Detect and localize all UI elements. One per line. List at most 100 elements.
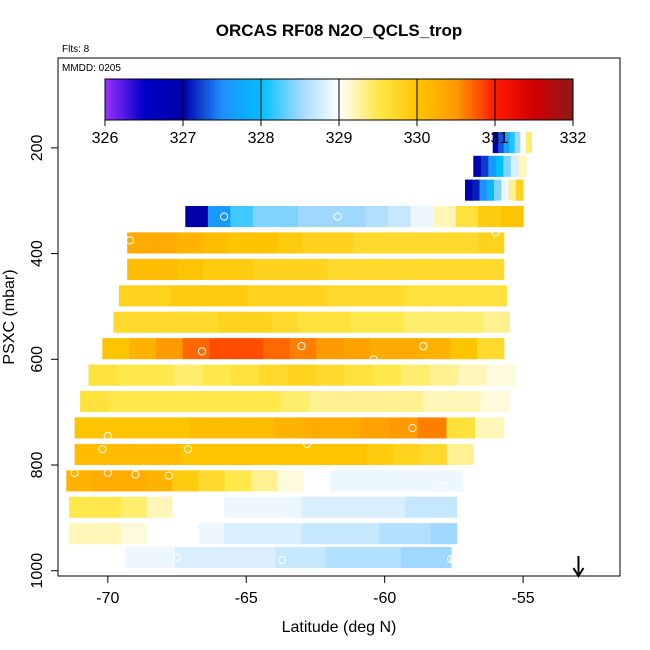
colorbar-segment bbox=[377, 79, 380, 120]
colorbar-segment bbox=[537, 79, 540, 120]
colorbar-segment bbox=[421, 79, 424, 120]
colorbar-segment bbox=[569, 79, 572, 120]
heatmap-cell bbox=[372, 364, 402, 386]
heatmap-cell bbox=[223, 391, 253, 413]
colorbar-segment bbox=[357, 79, 360, 120]
heatmap-cell bbox=[417, 417, 448, 439]
colorbar-segment bbox=[563, 79, 566, 120]
x-axis-label: Latitude (deg N) bbox=[282, 619, 397, 636]
colorbar-segment bbox=[143, 79, 146, 120]
heatmap-cell bbox=[154, 443, 182, 465]
colorbar-segment bbox=[175, 79, 178, 120]
colorbar-segment bbox=[513, 79, 516, 120]
colorbar-segment bbox=[145, 79, 148, 120]
colorbar-segment bbox=[123, 79, 126, 120]
heatmap-cell bbox=[222, 285, 249, 307]
colorbar-segment bbox=[545, 79, 548, 120]
colorbar-segment bbox=[413, 79, 416, 120]
colorbar-segment bbox=[197, 79, 200, 120]
sample-point bbox=[419, 342, 428, 351]
colorbar-segment bbox=[393, 79, 396, 120]
colorbar-segment bbox=[427, 79, 430, 120]
colorbar-segment bbox=[137, 79, 140, 120]
heatmap-cell bbox=[127, 258, 153, 280]
colorbar-segment bbox=[161, 79, 164, 120]
colorbar-segment bbox=[301, 79, 304, 120]
sample-point bbox=[197, 347, 207, 356]
colorbar-segment bbox=[521, 79, 524, 120]
heatmap-cell bbox=[477, 338, 505, 360]
heatmap-cell bbox=[287, 443, 315, 465]
heatmap-cell bbox=[171, 470, 199, 492]
heatmap-cell bbox=[94, 496, 122, 518]
heatmap-cell bbox=[252, 232, 279, 254]
heatmap-cell bbox=[353, 232, 379, 254]
colorbar-segment bbox=[565, 79, 568, 120]
colorbar-segment bbox=[167, 79, 170, 120]
heatmap-cell bbox=[324, 311, 352, 333]
heatmap-cell bbox=[177, 258, 204, 280]
colorbar-tick-label: 327 bbox=[170, 130, 197, 147]
colorbar-segment bbox=[465, 79, 468, 120]
heatmap-cell bbox=[297, 206, 321, 228]
colorbar-segment bbox=[429, 79, 432, 120]
heatmap-cell bbox=[313, 443, 341, 465]
colorbar-segment bbox=[237, 79, 240, 120]
colorbar-segment bbox=[223, 79, 226, 120]
heatmap-cells bbox=[66, 132, 532, 568]
heatmap-cell bbox=[260, 443, 288, 465]
colorbar-segment bbox=[387, 79, 390, 120]
heatmap-cell bbox=[430, 496, 458, 518]
colorbar-segment bbox=[149, 79, 152, 120]
heatmap-cell bbox=[494, 179, 502, 201]
colorbar-segment bbox=[381, 79, 384, 120]
colorbar-segment bbox=[485, 79, 488, 120]
heatmap-cell bbox=[409, 470, 437, 492]
colorbar-segment bbox=[249, 79, 252, 120]
heatmap-cell bbox=[194, 391, 224, 413]
colorbar-segment bbox=[415, 79, 418, 120]
colorbar-segment bbox=[463, 79, 466, 120]
heatmap-cell bbox=[446, 443, 474, 465]
colorbar-segment bbox=[273, 79, 276, 120]
heatmap-cell bbox=[353, 496, 380, 518]
sample-point bbox=[333, 212, 342, 221]
heatmap-cell bbox=[350, 546, 377, 568]
heatmap-cell bbox=[236, 338, 264, 360]
colorbar-segment bbox=[269, 79, 272, 120]
colorbar-segment bbox=[307, 79, 310, 120]
colorbar-segment bbox=[225, 79, 228, 120]
sample-point bbox=[103, 468, 112, 477]
heatmap-cell bbox=[486, 179, 495, 201]
heatmap-cell bbox=[488, 155, 497, 177]
sample-point bbox=[184, 445, 193, 454]
heatmap-cell bbox=[498, 132, 505, 154]
y-tick-label: 200 bbox=[29, 134, 46, 161]
heatmap-cell bbox=[249, 496, 277, 518]
colorbar-segment bbox=[203, 79, 206, 120]
colorbar-segment bbox=[505, 79, 508, 120]
colorbar-segment bbox=[561, 79, 564, 120]
colorbar-segment bbox=[185, 79, 188, 120]
heatmap-cell bbox=[501, 179, 510, 201]
sample-point bbox=[278, 556, 287, 565]
heatmap-cell bbox=[273, 285, 301, 307]
sample-point bbox=[125, 236, 135, 245]
heatmap-cell bbox=[275, 523, 303, 545]
colorbar-segment bbox=[401, 79, 404, 120]
heatmap-cell bbox=[455, 206, 479, 228]
heatmap-cell bbox=[377, 311, 405, 333]
colorbar-segment bbox=[141, 79, 144, 120]
colorbar-segment bbox=[245, 79, 248, 120]
heatmap-cell bbox=[325, 285, 352, 307]
heatmap-cell bbox=[251, 470, 279, 492]
colorbar-tick-label: 328 bbox=[248, 130, 275, 147]
heatmap-cell bbox=[403, 232, 429, 254]
heatmap-cell bbox=[166, 311, 194, 333]
colorbar-segment bbox=[375, 79, 378, 120]
heatmap-cell bbox=[120, 523, 148, 545]
colorbar-tick-label: 326 bbox=[92, 130, 119, 147]
sample-point bbox=[449, 555, 458, 564]
heatmap-cell bbox=[94, 523, 122, 545]
heatmap-cell bbox=[303, 417, 333, 439]
